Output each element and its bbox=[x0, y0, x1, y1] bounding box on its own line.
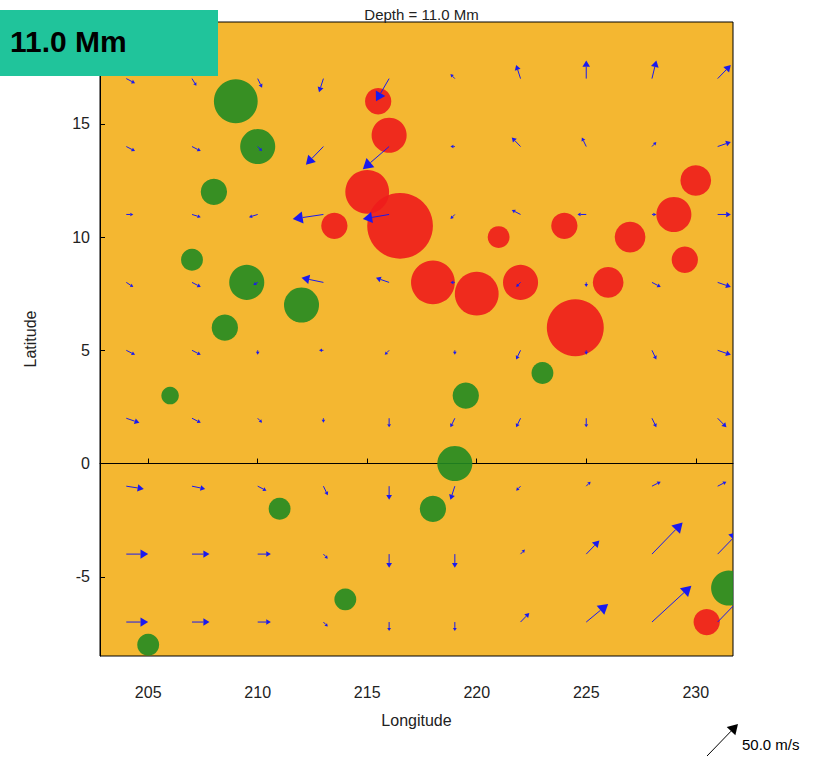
svg-text:225: 225 bbox=[573, 684, 600, 701]
svg-text:0: 0 bbox=[81, 455, 90, 472]
svg-text:Longitude: Longitude bbox=[381, 712, 451, 729]
svg-text:205: 205 bbox=[135, 684, 162, 701]
svg-text:5: 5 bbox=[81, 342, 90, 359]
svg-text:210: 210 bbox=[244, 684, 271, 701]
svg-text:10: 10 bbox=[72, 229, 90, 246]
svg-text:230: 230 bbox=[682, 684, 709, 701]
svg-text:215: 215 bbox=[354, 684, 381, 701]
svg-text:11.0 Mm: 11.0 Mm bbox=[10, 25, 127, 58]
svg-text:-5: -5 bbox=[76, 568, 90, 585]
svg-text:15: 15 bbox=[72, 115, 90, 132]
svg-text:Latitude: Latitude bbox=[22, 310, 39, 367]
svg-text:220: 220 bbox=[463, 684, 490, 701]
svg-text:50.0 m/s: 50.0 m/s bbox=[742, 736, 800, 753]
svg-text:Depth = 11.0 Mm: Depth = 11.0 Mm bbox=[364, 6, 478, 23]
